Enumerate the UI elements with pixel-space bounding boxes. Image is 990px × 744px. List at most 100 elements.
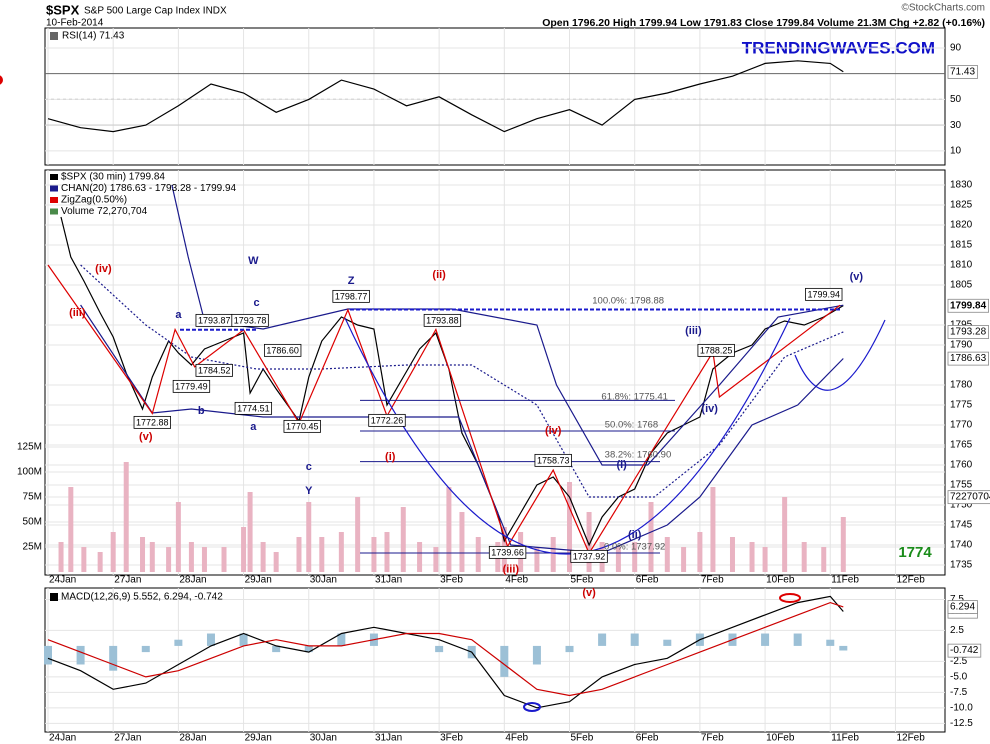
x-tick-label: 28Jan xyxy=(179,575,206,586)
volume-bar xyxy=(166,547,172,572)
wave-label: a xyxy=(175,309,182,321)
volume-bar xyxy=(58,542,64,572)
wave-label: (iv) xyxy=(701,403,718,415)
histogram-bar xyxy=(239,633,248,646)
series-line xyxy=(80,304,844,554)
x-tick-label: 4Feb xyxy=(505,575,528,586)
histogram-bar xyxy=(761,633,770,646)
x-tick-label: 29Jan xyxy=(245,575,272,586)
label-box xyxy=(947,643,982,658)
wave-label: b xyxy=(198,405,205,417)
volume-bar xyxy=(782,497,788,572)
x-tick-label: 5Feb xyxy=(571,733,594,744)
panel-title: RSI(14) 71.43 xyxy=(62,31,125,42)
wave-label: (ii) xyxy=(628,529,642,541)
x-tick-label: 24Jan xyxy=(49,733,76,744)
price-label: 1793.78 xyxy=(234,315,267,325)
quote: Open 1796.20 High 1799.94 Low 1791.83 Cl… xyxy=(542,17,985,29)
volume-bar xyxy=(81,547,87,572)
x-tick-label: 12Feb xyxy=(896,575,925,586)
wave-label: 61.8%: 1775.41 xyxy=(601,392,668,403)
histogram-bar xyxy=(304,645,313,653)
price-label: 1770.45 xyxy=(286,421,319,431)
panel-icon xyxy=(50,32,58,40)
volume-bar xyxy=(632,542,638,572)
y-tick-label: -5.0 xyxy=(950,672,968,683)
y-tick-label: -2.5 xyxy=(950,656,968,667)
histogram-bar xyxy=(174,639,183,646)
histogram-bar xyxy=(663,639,672,646)
y-tick-label: 1745 xyxy=(950,520,973,531)
wave-label: (iii) xyxy=(69,307,86,319)
y-tick-label: 25M xyxy=(23,542,42,553)
histogram-bar xyxy=(141,645,150,653)
x-tick-label: 4Feb xyxy=(505,733,528,744)
x-tick-label: 31Jan xyxy=(375,575,402,586)
volume-bar xyxy=(648,502,654,572)
volume-bar xyxy=(296,537,302,572)
labels: 10 30 50 90 RSI(14) 71.43 71.43 24Jan 27Jan 28Ja… xyxy=(17,31,990,744)
histogram-bar xyxy=(435,645,444,653)
label-box xyxy=(172,379,211,393)
last-value: 1786.63 xyxy=(950,353,987,364)
histogram-bar xyxy=(598,633,607,646)
x-tick-label: 7Feb xyxy=(701,575,724,586)
last-value: 1799.84 xyxy=(950,300,987,311)
y-tick-label: 100M xyxy=(17,467,42,478)
wave-label: (i) xyxy=(616,459,627,471)
histogram-bar xyxy=(826,639,835,646)
volume-bar xyxy=(801,542,807,572)
wave-label: (iii) xyxy=(685,325,702,337)
panel-title: MACD(12,26,9) 5.552, 6.294, -0.742 xyxy=(61,592,223,603)
histogram-bar xyxy=(206,633,215,646)
cup-arc xyxy=(794,319,886,391)
volume-bar xyxy=(664,537,670,572)
price-label: 1798.77 xyxy=(335,291,368,301)
label-box xyxy=(195,363,233,377)
label-box xyxy=(488,545,527,559)
panel-icon xyxy=(50,593,58,601)
label-box xyxy=(947,298,989,313)
wave-label: (iv) xyxy=(545,425,562,437)
label-box xyxy=(332,289,370,303)
x-tick-label: 10Feb xyxy=(766,733,795,744)
y-tick-label: 1790 xyxy=(950,340,973,351)
wave-label: 1774 xyxy=(898,544,932,561)
legend-swatch xyxy=(50,208,58,215)
marks xyxy=(44,60,848,709)
side-marker xyxy=(0,75,3,85)
y-tick-label: 50M xyxy=(23,517,42,528)
x-tick-label: 6Feb xyxy=(636,575,659,586)
volume-bar xyxy=(338,532,344,572)
y-tick-label: 1765 xyxy=(950,440,973,451)
y-tick-label: 1805 xyxy=(950,280,973,291)
volume-bar xyxy=(697,532,703,572)
series-line xyxy=(80,264,844,498)
volume-bar xyxy=(247,492,253,572)
price-label: 1793.88 xyxy=(426,315,459,325)
label-box xyxy=(231,313,269,327)
last-value: 1793.28 xyxy=(950,327,987,338)
x-tick-label: 12Feb xyxy=(896,733,925,744)
y-tick-label: 1750 xyxy=(950,500,973,511)
rsi-line xyxy=(47,60,844,133)
volume-bar xyxy=(201,547,207,572)
legend-swatch xyxy=(50,197,58,203)
label-box xyxy=(534,453,572,467)
volume-bar xyxy=(821,547,827,572)
legend-entry: CHAN(20) 1786.63 - 1793.28 - 1799.94 xyxy=(61,183,237,194)
volume-bar xyxy=(586,512,592,572)
y-tick-label: 1815 xyxy=(950,240,973,251)
symbol-name: S&P 500 Large Cap Index INDX xyxy=(84,6,227,17)
y-tick-label: 2.5 xyxy=(950,625,964,636)
y-tick-label: 1755 xyxy=(950,480,973,491)
label-box xyxy=(947,490,990,505)
wave-label: (v) xyxy=(850,271,864,283)
wave-label: (iv) xyxy=(95,263,112,275)
price-label: 1739.66 xyxy=(491,547,524,557)
wave-label: a xyxy=(250,421,257,433)
label-box xyxy=(947,65,978,79)
x-tick-label: 29Jan xyxy=(245,733,272,744)
volume-bar xyxy=(110,532,116,572)
